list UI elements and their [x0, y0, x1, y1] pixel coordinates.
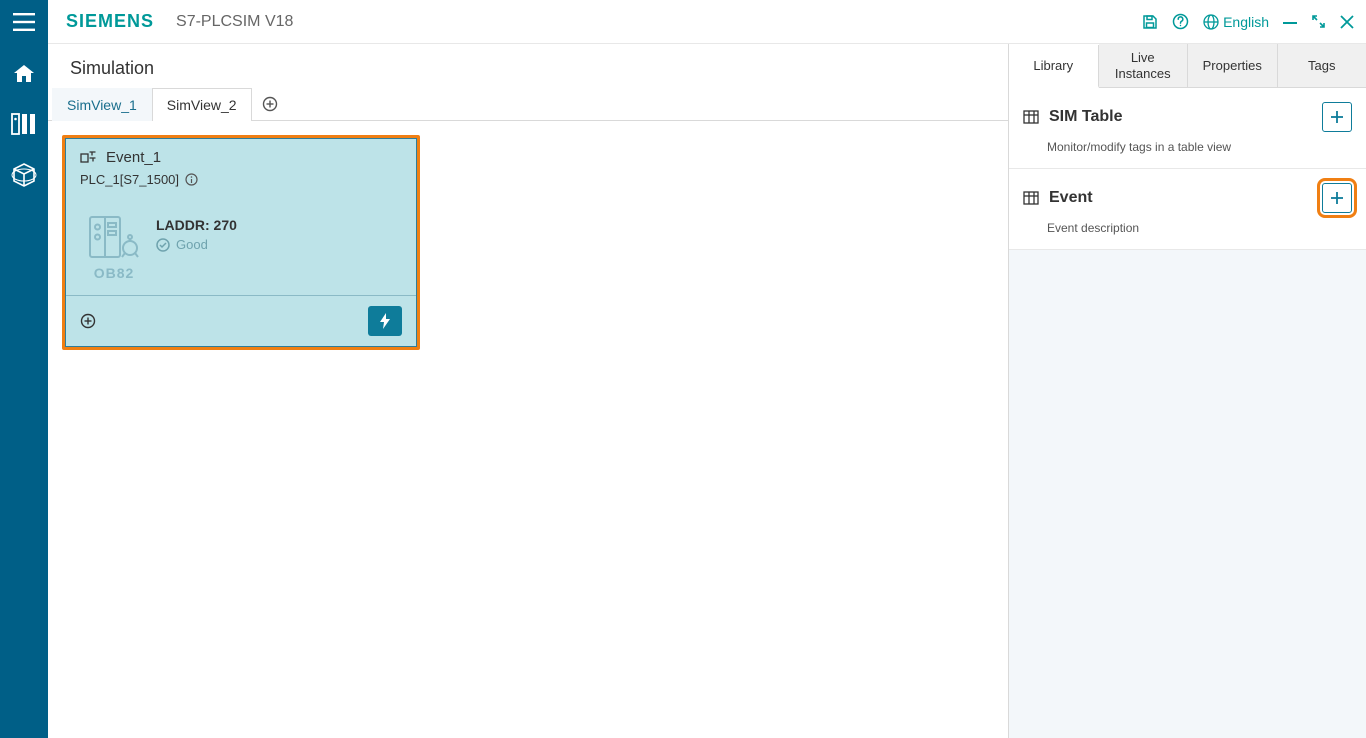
workspace-title: Simulation [48, 44, 1008, 87]
sidebar [0, 44, 48, 738]
section-title-row: Event [1023, 189, 1093, 207]
table-icon [1023, 191, 1039, 205]
section-title: SIM Table [1049, 108, 1123, 126]
section-title-row: SIM Table [1023, 108, 1123, 126]
topbar-right: English [1142, 13, 1354, 30]
event-header: Event_1 [66, 139, 416, 170]
event-footer [66, 295, 416, 346]
canvas[interactable]: Event_1 PLC_1[S7_1500] [48, 121, 1008, 738]
table-icon [1023, 110, 1039, 124]
laddr-label: LADDR: 270 [156, 217, 237, 233]
menu-icon [13, 13, 35, 31]
tab-simview-2[interactable]: SimView_2 [152, 88, 252, 121]
device-icon [11, 112, 37, 136]
rightpanel-fill [1009, 250, 1366, 738]
plus-circle-icon [80, 313, 96, 329]
sidebar-item-devices[interactable] [11, 112, 37, 136]
event-title: Event_1 [106, 149, 161, 166]
body: Simulation SimView_1 SimView_2 [0, 44, 1366, 738]
expand-icon [1311, 14, 1326, 29]
tab-tags[interactable]: Tags [1278, 44, 1366, 87]
event-body: OB82 LADDR: 270 Good [66, 197, 416, 295]
topbar-left: SIEMENS S7-PLCSIM V18 [0, 0, 293, 44]
info-icon[interactable] [185, 173, 198, 186]
ob-block: OB82 [88, 215, 140, 281]
event-device: PLC_1[S7_1500] [80, 172, 179, 187]
cube-icon [11, 162, 37, 188]
main: Simulation SimView_1 SimView_2 [48, 44, 1366, 738]
minimize-icon [1283, 15, 1297, 29]
save-button[interactable] [1142, 14, 1158, 30]
plus-icon [1330, 191, 1344, 205]
app-title: S7-PLCSIM V18 [176, 13, 293, 31]
brand-logo: SIEMENS [66, 11, 154, 32]
section-title: Event [1049, 189, 1093, 207]
plus-icon [1330, 110, 1344, 124]
section-event: Event Event description [1009, 169, 1366, 250]
tab-live-instances[interactable]: Live Instances [1099, 44, 1189, 87]
minimize-button[interactable] [1283, 15, 1297, 29]
help-icon [1172, 13, 1189, 30]
save-icon [1142, 14, 1158, 30]
home-icon [12, 62, 36, 86]
event-inner: Event_1 PLC_1[S7_1500] [65, 138, 417, 347]
event-info: LADDR: 270 Good [156, 215, 237, 281]
ob-label: OB82 [94, 265, 135, 281]
section-header: Event [1023, 183, 1352, 213]
workspace: Simulation SimView_1 SimView_2 [48, 44, 1008, 738]
status-text: Good [176, 237, 208, 252]
rightpanel: Library Live Instances Properties Tags S… [1008, 44, 1366, 738]
section-sim-table: SIM Table Monitor/modify tags in a table… [1009, 88, 1366, 169]
rightpanel-tabs: Library Live Instances Properties Tags [1009, 44, 1366, 88]
language-label: English [1223, 14, 1269, 30]
add-tab-button[interactable] [262, 96, 278, 112]
workspace-tabs: SimView_1 SimView_2 [48, 87, 1008, 121]
event-type-icon [80, 151, 96, 165]
event-add-button[interactable] [80, 313, 96, 329]
event-card[interactable]: Event_1 PLC_1[S7_1500] [62, 135, 420, 350]
sidebar-item-3d[interactable] [11, 162, 37, 188]
language-selector[interactable]: English [1203, 14, 1269, 30]
section-desc: Event description [1047, 221, 1352, 235]
tab-library[interactable]: Library [1009, 45, 1099, 88]
close-button[interactable] [1340, 15, 1354, 29]
topbar: SIEMENS S7-PLCSIM V18 English [0, 0, 1366, 44]
close-icon [1340, 15, 1354, 29]
status-row: Good [156, 237, 237, 252]
trigger-button[interactable] [368, 306, 402, 336]
tab-properties[interactable]: Properties [1188, 44, 1278, 87]
tab-simview-1[interactable]: SimView_1 [52, 88, 152, 121]
help-button[interactable] [1172, 13, 1189, 30]
check-circle-icon [156, 238, 170, 252]
bolt-icon [379, 313, 391, 329]
add-event-button[interactable] [1322, 183, 1352, 213]
sidebar-item-home[interactable] [12, 62, 36, 86]
maximize-button[interactable] [1311, 14, 1326, 29]
plus-circle-icon [262, 96, 278, 112]
globe-icon [1203, 14, 1219, 30]
menu-button[interactable] [0, 0, 48, 44]
event-device-row: PLC_1[S7_1500] [66, 170, 416, 197]
ob-icon [88, 215, 140, 259]
section-header: SIM Table [1023, 102, 1352, 132]
section-desc: Monitor/modify tags in a table view [1047, 140, 1352, 154]
add-sim-table-button[interactable] [1322, 102, 1352, 132]
